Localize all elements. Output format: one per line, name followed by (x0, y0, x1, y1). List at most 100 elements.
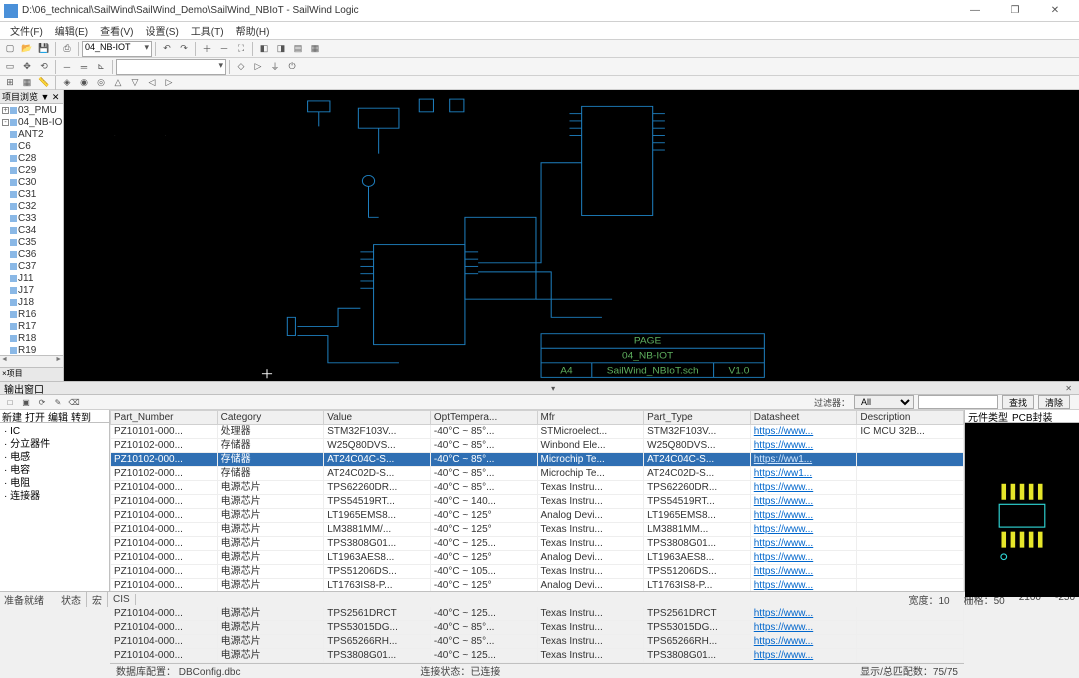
tree-node[interactable]: C37 (0, 261, 63, 273)
menu-item[interactable]: 查看(V) (94, 23, 139, 38)
tb-icon[interactable]: □ (3, 396, 17, 409)
sheet-combo[interactable]: 04_NB-IOT (82, 41, 152, 57)
table-row[interactable]: PZ10104-000...电源芯片LT1963AES8...-40°C ~ 1… (111, 551, 964, 565)
gnd-icon[interactable]: ⏚ (267, 59, 283, 75)
zoom-fit-icon[interactable]: ⛶ (233, 41, 249, 57)
minimize-button[interactable]: — (955, 1, 995, 21)
category-item[interactable]: · 电容 (2, 464, 107, 477)
table-row[interactable]: PZ10102-000...存储器AT24C04C-S...-40°C ~ 85… (111, 453, 964, 467)
tree-scroll-horizontal[interactable] (0, 355, 63, 367)
tree-node[interactable]: R19 (0, 345, 63, 355)
misc-icon[interactable]: ◎ (93, 75, 109, 91)
table-row[interactable]: PZ10104-000...电源芯片TPS51206DS...-40°C ~ 1… (111, 565, 964, 579)
tree-node[interactable]: R16 (0, 309, 63, 321)
tree-node[interactable]: C35 (0, 237, 63, 249)
table-row[interactable]: PZ10104-000...电源芯片TPS53015DG...-40°C ~ 8… (111, 621, 964, 635)
table-header[interactable]: Part_Number (111, 411, 218, 425)
table-row[interactable]: PZ10102-000...存储器AT24C02D-S...-40°C ~ 85… (111, 467, 964, 481)
menu-item[interactable]: 文件(F) (4, 23, 49, 38)
tree-node[interactable]: -04_NB-IO (0, 117, 63, 129)
status-tab[interactable]: 宏 (87, 592, 108, 607)
tree-footer-tab[interactable]: ×项目 (0, 367, 63, 381)
category-item[interactable]: · 连接器 (2, 490, 107, 503)
filter-input[interactable] (918, 395, 998, 409)
filter-field-select[interactable]: All (854, 395, 914, 409)
category-item[interactable]: · IC (2, 425, 107, 438)
misc-icon[interactable]: ◉ (76, 75, 92, 91)
ruler-icon[interactable]: 📏 (36, 75, 52, 91)
tree-node[interactable]: C33 (0, 213, 63, 225)
table-row[interactable]: PZ10104-000...电源芯片TPS3808G01...-40°C ~ 1… (111, 649, 964, 663)
pwr-icon[interactable]: ⏻ (284, 59, 300, 75)
tool-icon[interactable]: ◨ (273, 41, 289, 57)
menu-item[interactable]: 帮助(H) (230, 23, 276, 38)
cat-tab[interactable]: 编辑 (48, 409, 68, 424)
search-button[interactable]: 查找 (1002, 395, 1034, 409)
preview-tabs[interactable]: 元件类型 PCB封装 (965, 410, 1079, 423)
preview-tab[interactable]: 元件类型 (968, 409, 1008, 424)
maximize-button[interactable]: ❐ (995, 1, 1035, 21)
tool-icon[interactable]: ▦ (307, 41, 323, 57)
port-icon[interactable]: ▷ (250, 59, 266, 75)
parts-table[interactable]: Part_NumberCategoryValueOptTempera...Mfr… (110, 410, 964, 663)
redo-icon[interactable]: ↷ (176, 41, 192, 57)
tree-node[interactable]: R17 (0, 321, 63, 333)
output-close-icon[interactable]: ✕ (1062, 384, 1075, 393)
layer-combo[interactable] (116, 59, 226, 75)
grid-icon[interactable]: ▦ (19, 75, 35, 91)
table-row[interactable]: PZ10104-000...电源芯片TPS65266RH...-40°C ~ 8… (111, 635, 964, 649)
close-button[interactable]: ✕ (1035, 1, 1075, 21)
misc-icon[interactable]: ◈ (59, 75, 75, 91)
category-item[interactable]: · 分立器件 (2, 438, 107, 451)
table-row[interactable]: PZ10102-000...存储器W25Q80DVS...-40°C ~ 85°… (111, 439, 964, 453)
tree-node[interactable]: ANT2 (0, 129, 63, 141)
output-pin-icon[interactable]: ▾ (548, 384, 558, 393)
table-header[interactable]: Mfr (537, 411, 644, 425)
print-icon[interactable]: ⎙ (59, 41, 75, 57)
tree-header[interactable]: 项目浏览 ▼ ✕ (0, 90, 63, 104)
tree-node[interactable]: C29 (0, 165, 63, 177)
open-icon[interactable]: 📂 (19, 41, 35, 57)
clear-button[interactable]: 清除 (1038, 395, 1070, 409)
rotate-icon[interactable]: ⟲ (36, 59, 52, 75)
bus-icon[interactable]: ═ (76, 59, 92, 75)
category-item[interactable]: · 电感 (2, 451, 107, 464)
tb-icon[interactable]: ▣ (19, 396, 33, 409)
table-header[interactable]: Description (857, 411, 964, 425)
table-row[interactable]: PZ10104-000...电源芯片TPS3808G01...-40°C ~ 1… (111, 537, 964, 551)
cat-tab[interactable]: 转到 (71, 409, 91, 424)
table-row[interactable]: PZ10104-000...电源芯片LM3881MM/...-40°C ~ 12… (111, 523, 964, 537)
status-tab[interactable]: CIS (108, 594, 136, 605)
table-header[interactable]: Value (324, 411, 431, 425)
project-tree[interactable]: +03_PMU-04_NB-IOANT2C6C28C29C30C31C32C33… (0, 104, 63, 355)
tree-node[interactable]: C31 (0, 189, 63, 201)
net-icon[interactable]: ⊾ (93, 59, 109, 75)
menu-item[interactable]: 编辑(E) (49, 23, 94, 38)
tree-node[interactable]: R18 (0, 333, 63, 345)
tool-icon[interactable]: ◧ (256, 41, 272, 57)
table-header[interactable]: Part_Type (644, 411, 751, 425)
undo-icon[interactable]: ↶ (159, 41, 175, 57)
tb-icon[interactable]: ✎ (51, 396, 65, 409)
menu-item[interactable]: 工具(T) (185, 23, 230, 38)
preview-tab[interactable]: PCB封装 (1012, 409, 1053, 424)
table-row[interactable]: PZ10104-000...电源芯片TPS62260DR...-40°C ~ 8… (111, 481, 964, 495)
tree-node[interactable]: C28 (0, 153, 63, 165)
zoom-in-icon[interactable]: ＋ (199, 41, 215, 57)
cat-tab[interactable]: 新建 (2, 409, 22, 424)
tree-node[interactable]: C34 (0, 225, 63, 237)
wire-icon[interactable]: ─ (59, 59, 75, 75)
table-row[interactable]: PZ10104-000...电源芯片LT1965EMS8...-40°C ~ 1… (111, 509, 964, 523)
cat-tab[interactable]: 打开 (25, 409, 45, 424)
footprint-preview[interactable] (965, 423, 1079, 597)
tb-icon[interactable]: ⟳ (35, 396, 49, 409)
table-header[interactable]: Category (217, 411, 324, 425)
tool-icon[interactable]: ▤ (290, 41, 306, 57)
table-row[interactable]: PZ10101-000...处理器STM32F103V...-40°C ~ 85… (111, 425, 964, 439)
misc-icon[interactable]: △ (110, 75, 126, 91)
tree-node[interactable]: C6 (0, 141, 63, 153)
menu-item[interactable]: 设置(S) (139, 23, 184, 38)
tree-node[interactable]: C36 (0, 249, 63, 261)
select-icon[interactable]: ▭ (2, 59, 18, 75)
tb-icon[interactable]: ⌫ (67, 396, 81, 409)
